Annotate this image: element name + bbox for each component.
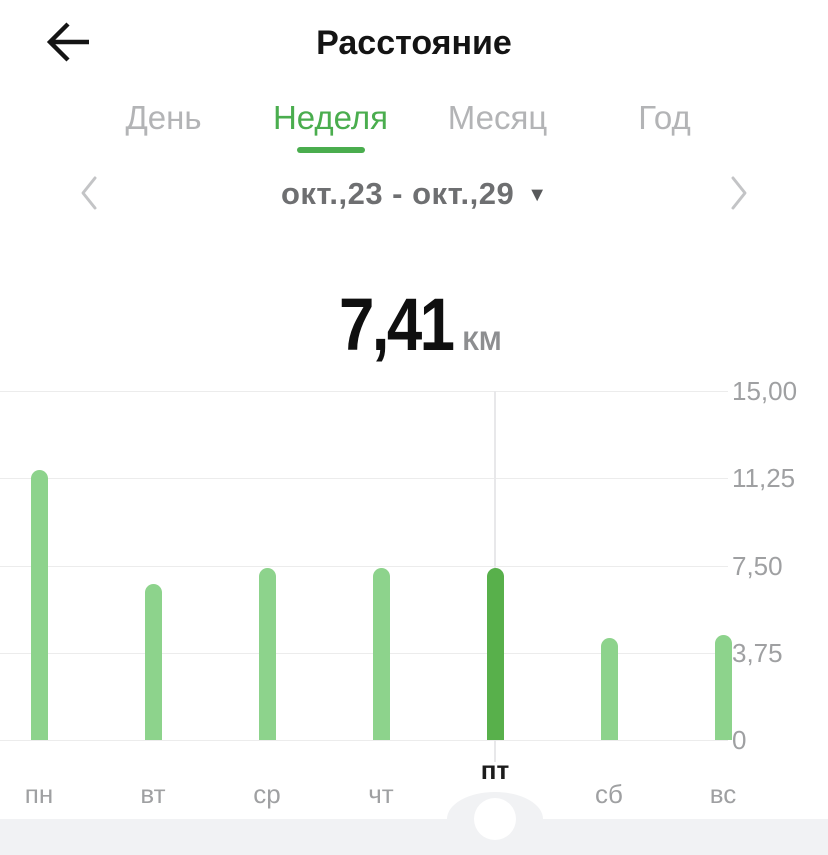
next-week-button[interactable]: [716, 172, 762, 216]
y-axis-tick-label: 7,50: [732, 550, 783, 581]
gridline: [0, 652, 728, 654]
day-label-пт[interactable]: пт: [480, 755, 510, 785]
arrow-left-icon: [43, 20, 93, 67]
chart-bar-вт[interactable]: [144, 584, 162, 740]
tab-month[interactable]: Месяц: [414, 99, 581, 153]
tab-day[interactable]: День: [80, 99, 247, 153]
y-axis-tick-label: 3,75: [732, 637, 783, 668]
day-label-ср[interactable]: ср: [253, 779, 281, 809]
tab-week[interactable]: Неделя: [247, 99, 414, 153]
day-label-сб[interactable]: сб: [595, 779, 623, 809]
summary: 7,41 КМ: [0, 282, 828, 367]
gridline: [0, 478, 728, 480]
chart-bar-пн[interactable]: [30, 470, 48, 740]
gridline: [0, 391, 728, 392]
y-axis-tick-label: 0: [732, 725, 747, 755]
tab-week-label: Неделя: [272, 99, 389, 136]
date-range-selector[interactable]: окт.,23 - окт.,29 ▼: [120, 172, 708, 216]
chevron-right-icon: [728, 174, 750, 215]
y-axis-tick-label: 11,25: [732, 463, 796, 494]
day-label-чт[interactable]: чт: [368, 779, 394, 809]
selected-day-knob[interactable]: [474, 798, 516, 840]
day-label-вс[interactable]: вс: [709, 779, 737, 809]
tab-year-label: Год: [638, 99, 691, 136]
active-tab-underline: [296, 147, 365, 153]
date-range-label: окт.,23 - окт.,29: [280, 176, 515, 211]
page-title: Расстояние: [316, 24, 512, 62]
chart-bar-чт[interactable]: [372, 567, 390, 740]
chevron-left-icon: [78, 174, 100, 215]
chart-bar-вс[interactable]: [714, 635, 732, 740]
bottom-band: [0, 819, 828, 855]
gridline: [0, 565, 728, 567]
dropdown-triangle-icon: ▼: [527, 184, 548, 206]
back-button[interactable]: [38, 16, 98, 70]
tab-day-label: День: [125, 99, 202, 136]
distance-value: 7,41: [339, 283, 455, 366]
tab-month-label: Месяц: [447, 99, 548, 136]
tab-year[interactable]: Год: [581, 99, 748, 153]
chart-bar-сб[interactable]: [600, 637, 618, 740]
chart-bar-пт[interactable]: [486, 567, 504, 740]
distance-unit: КМ: [462, 326, 502, 356]
chart-bar-ср[interactable]: [258, 567, 276, 740]
prev-week-button[interactable]: [66, 172, 112, 216]
day-label-вт[interactable]: вт: [140, 779, 166, 809]
gridline: [0, 740, 728, 741]
day-label-пн[interactable]: пн: [24, 779, 54, 809]
y-axis-tick-label: 15,00: [732, 376, 798, 406]
date-navigation: окт.,23 - окт.,29 ▼: [0, 172, 828, 216]
period-tabs: День Неделя Месяц Год: [80, 99, 748, 153]
